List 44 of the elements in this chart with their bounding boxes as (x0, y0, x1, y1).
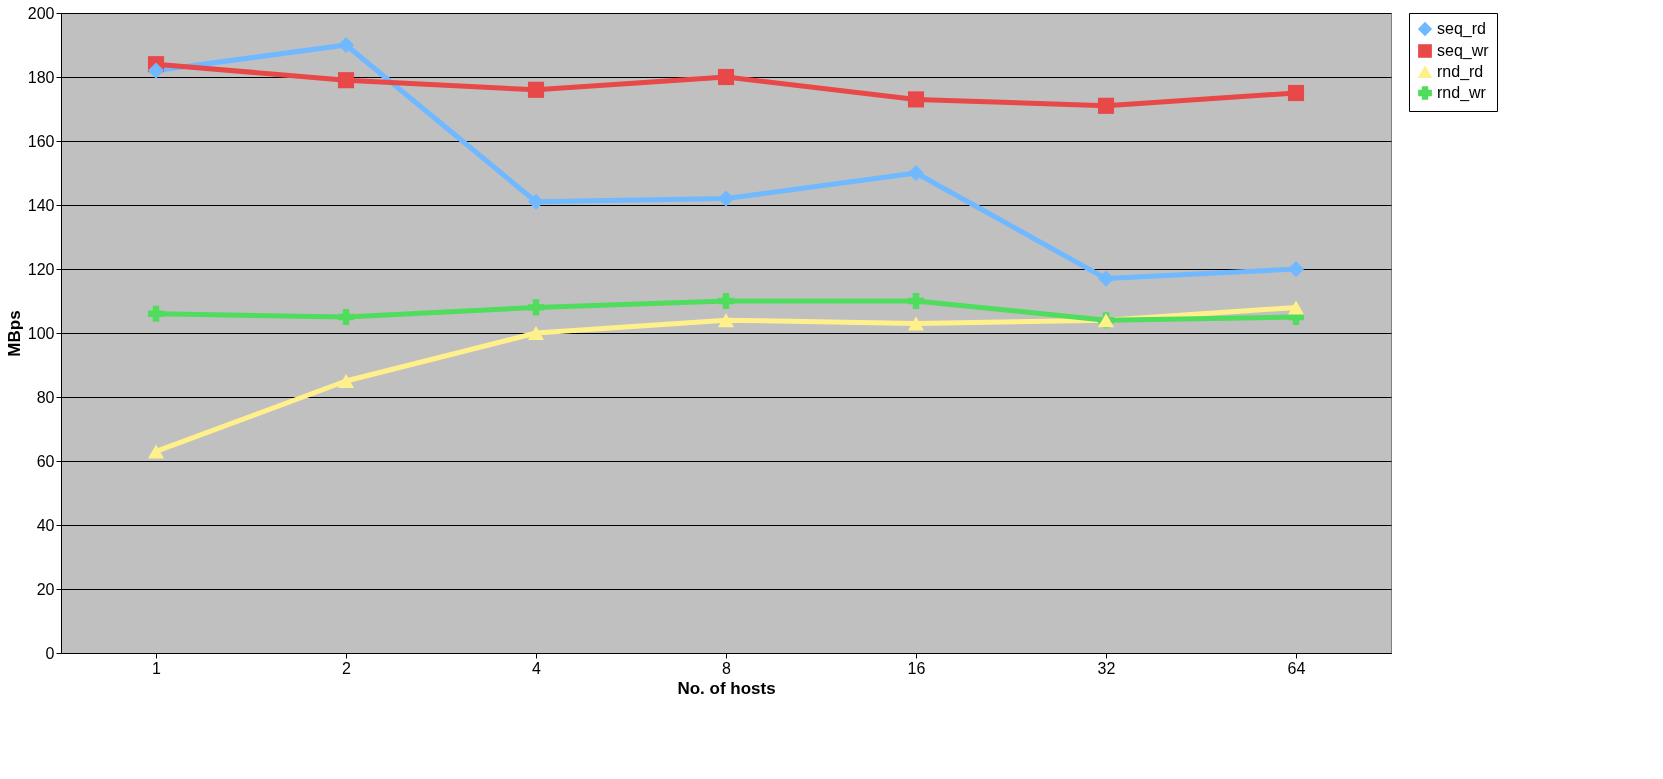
point (907, 292, 925, 310)
point (337, 308, 355, 326)
point (1287, 300, 1305, 315)
y-tick-label: 100 (27, 324, 55, 342)
x-tick-label: 1 (152, 659, 162, 677)
y-tick-label: 160 (27, 132, 55, 150)
point (147, 62, 165, 79)
y-tick-label: 80 (36, 388, 55, 406)
x-tick-label: 8 (722, 659, 732, 677)
point (907, 164, 925, 182)
legend-label: rnd_rd (1437, 63, 1484, 81)
x-tick-label: 4 (532, 659, 542, 677)
point (147, 305, 165, 322)
point (1287, 84, 1305, 102)
x-axis-title: No. of hosts (677, 678, 776, 698)
point (527, 81, 545, 98)
point (337, 72, 355, 89)
y-tick-label: 0 (45, 644, 55, 662)
point (717, 313, 735, 328)
x-tick-label: 16 (907, 659, 926, 677)
y-axis-title: MBps (4, 310, 24, 357)
point (717, 292, 735, 310)
legend-label: seq_rd (1437, 20, 1486, 38)
y-tick-label: 20 (36, 580, 55, 598)
legend-label: seq_wr (1437, 42, 1490, 60)
y-tick-label: 120 (27, 260, 55, 278)
point (147, 444, 165, 459)
y-tick-label: 180 (27, 68, 55, 86)
y-tick-label: 40 (36, 516, 55, 534)
x-tick-label: 2 (342, 659, 352, 677)
point (527, 326, 545, 340)
x-tick-label: 32 (1097, 659, 1116, 677)
point (337, 374, 355, 388)
y-tick-label: 60 (36, 452, 55, 470)
y-tick-label: 200 (27, 4, 55, 22)
point (907, 91, 925, 108)
point (337, 36, 355, 54)
y-tick-label: 140 (27, 196, 55, 214)
point (907, 316, 925, 331)
point (527, 299, 545, 316)
point (1097, 97, 1115, 114)
point (717, 68, 735, 86)
x-tick-label: 64 (1287, 659, 1306, 677)
legend-label: rnd_wr (1437, 84, 1487, 102)
